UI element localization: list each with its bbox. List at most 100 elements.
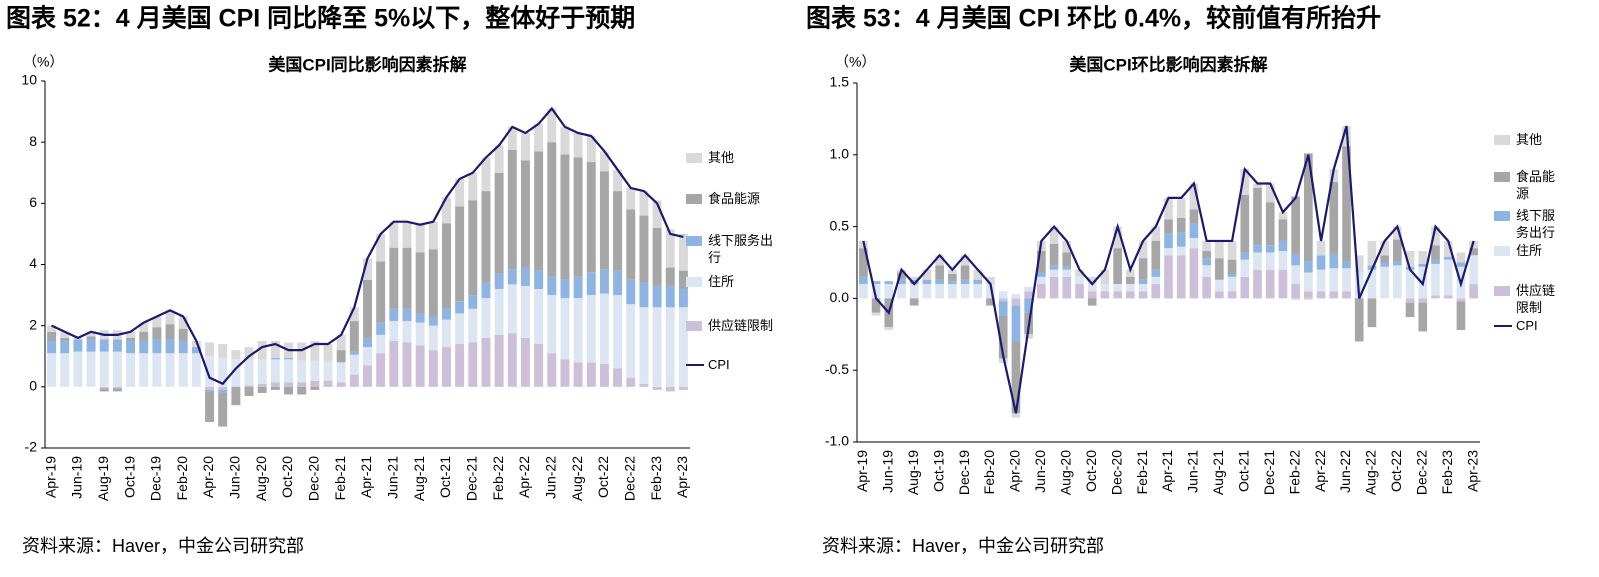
bar-segment <box>520 337 530 387</box>
bar-segment <box>586 295 596 363</box>
bar-segment <box>1393 226 1402 240</box>
bar-segment <box>935 265 944 280</box>
bar-segment <box>507 269 517 285</box>
bar-segment <box>415 313 425 323</box>
bar-segment <box>349 351 359 355</box>
bar-segment <box>922 279 932 285</box>
bar-segment <box>935 279 944 285</box>
bar-segment <box>257 383 267 387</box>
bar-segment <box>1151 226 1161 241</box>
bar-segment <box>560 279 570 299</box>
legend-item: CPI <box>1494 317 1562 334</box>
x-tick-label: Jun-20 <box>227 456 243 499</box>
bar-segment <box>665 307 675 387</box>
bar-segment <box>310 380 320 387</box>
legend-item: 供应链限制 <box>1494 282 1562 316</box>
legend-swatch <box>686 277 702 287</box>
bar-segment <box>1164 219 1173 234</box>
bar-segment <box>494 172 504 274</box>
bar-segment <box>165 324 175 340</box>
cpi-line <box>51 106 684 386</box>
bar-segment <box>665 285 675 308</box>
y-tick-label: -2 <box>25 439 38 455</box>
bar-segment <box>599 269 609 294</box>
x-tick-label: Apr-23 <box>674 456 690 498</box>
bar-segment <box>586 362 596 387</box>
x-tick-label: Feb-21 <box>1134 450 1150 495</box>
y-tick-label: 1.5 <box>830 74 850 90</box>
bar-segment <box>468 308 478 343</box>
bar-segment <box>152 339 162 354</box>
bar-segment <box>1024 286 1033 292</box>
bar-segment <box>323 360 333 381</box>
bar-segment <box>468 200 478 296</box>
bar-segment <box>960 255 970 266</box>
bar-segment <box>1304 261 1313 273</box>
bar-segment <box>428 316 438 326</box>
legend-item: 住所 <box>1494 242 1562 259</box>
bar-segment <box>218 357 228 387</box>
bar-segment <box>1240 195 1250 253</box>
bar-segment <box>1304 272 1313 292</box>
bar-segment <box>1431 259 1440 264</box>
bar-segment <box>1189 238 1199 249</box>
bar-segment <box>494 288 504 335</box>
bar-segment <box>626 188 636 210</box>
bar-segment <box>191 347 201 354</box>
legend-item: 食品能源 <box>686 190 784 207</box>
x-tick-label: Jun-22 <box>542 456 558 499</box>
source-note: 资料来源：Haver，中金公司研究部 <box>822 536 1104 556</box>
bar-segment <box>1418 302 1428 332</box>
bar-segment <box>205 389 215 392</box>
bar-segment <box>1202 265 1211 277</box>
bar-segment <box>871 281 881 285</box>
bar-segment <box>884 327 894 330</box>
bar-segment <box>389 221 399 248</box>
bar-segment <box>376 233 386 262</box>
legend-label: 线下服务出行 <box>708 233 774 265</box>
y-tick-label: -0.5 <box>825 361 849 377</box>
bar-segment <box>1189 183 1199 210</box>
bar-segment <box>599 363 609 387</box>
x-tick-label: Dec-21 <box>1261 450 1277 495</box>
bar-segment <box>86 331 96 337</box>
bar-segment <box>178 353 188 387</box>
bar-segment <box>1189 209 1199 224</box>
bar-segment <box>126 331 136 338</box>
bar-segment <box>1202 258 1211 266</box>
y-unit: （%） <box>835 54 875 70</box>
bar-segment <box>1431 263 1440 296</box>
bar-segment <box>884 281 894 285</box>
bar-segment <box>284 382 293 387</box>
bar-segment <box>1100 284 1110 292</box>
bar-segment <box>1049 226 1059 244</box>
bar-segment <box>948 284 957 299</box>
chart-title: 美国CPI环比影响因素拆解 <box>1069 54 1267 74</box>
bar-segment <box>376 353 386 387</box>
bar-segment <box>1138 240 1148 259</box>
bar-segment <box>652 386 662 390</box>
bar-segment <box>678 386 688 390</box>
bar-segment <box>859 284 868 299</box>
bar-segment <box>652 227 662 286</box>
bar-segment <box>468 342 478 387</box>
legend-label: 食品能源 <box>1516 169 1556 201</box>
bar-segment <box>665 229 675 268</box>
bar-segment <box>1291 265 1300 285</box>
bar-segment <box>935 284 944 299</box>
bar-segment <box>1291 253 1300 266</box>
legend-label: 其他 <box>708 150 735 165</box>
figure-caption: 图表 53：4 月美国 CPI 环比 0.4%，较前值有所抬升 <box>806 4 1381 33</box>
bar-segment <box>534 344 544 387</box>
bar-segment <box>1151 240 1161 270</box>
bar-segment <box>884 284 894 299</box>
bar-segment <box>1240 252 1250 260</box>
bar-segment <box>376 322 386 335</box>
bar-segment <box>573 362 583 387</box>
bar-segment <box>560 126 570 155</box>
bar-segment <box>998 291 1008 299</box>
bar-segment <box>1304 153 1313 262</box>
bar-segment <box>897 279 906 285</box>
legend-swatch <box>686 194 702 204</box>
bar-segment <box>1176 232 1186 247</box>
